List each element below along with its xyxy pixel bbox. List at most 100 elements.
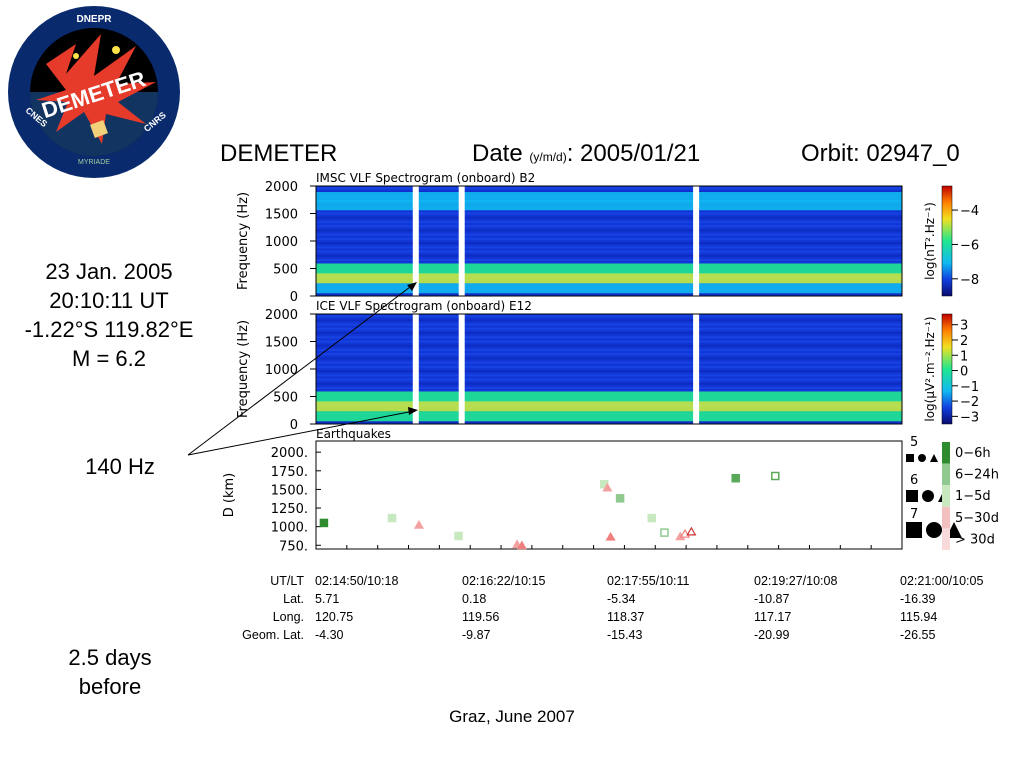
- spectrogram-title: ICE VLF Spectrogram (onboard) E12: [316, 299, 532, 313]
- demeter-mission-logo: DEMETER DNEPR CNES CNRS MYRIADE: [8, 6, 180, 178]
- magnitude-square-marker: [906, 454, 914, 462]
- spectrogram-texture: [316, 323, 902, 326]
- spectrogram-band: [316, 391, 902, 402]
- spectrogram-texture: [316, 340, 902, 343]
- earthquake-marker: [516, 540, 527, 550]
- svg-text:DNEPR: DNEPR: [76, 14, 112, 25]
- earthquake-marker: [454, 531, 463, 541]
- orbit-table-row-label: Lat.: [283, 592, 304, 606]
- spectrogram-texture: [316, 353, 902, 356]
- orbit-table-cell: 02:14:50/10:18: [315, 574, 399, 588]
- magnitude-square-marker: [906, 522, 922, 538]
- earthquake-marker: [647, 513, 657, 523]
- y-tick-label: 1000.: [271, 521, 308, 536]
- spectrogram-title: IMSC VLF Spectrogram (onboard) B2: [316, 171, 535, 185]
- colorbar-label: log(nT².Hz⁻¹): [923, 202, 937, 280]
- spectrogram-texture: [316, 382, 902, 385]
- earthquake-marker: [660, 528, 669, 537]
- colorbar-tick-label: −8: [960, 273, 979, 288]
- earthquake-marker: [602, 482, 613, 492]
- magnitude-legend-label: 6: [910, 473, 918, 488]
- satellite-icon: [90, 120, 108, 138]
- colorbar-tick-label: −2: [960, 395, 979, 410]
- spectrogram-texture: [316, 229, 902, 232]
- y-tick-label: 1500: [265, 208, 298, 223]
- spectrogram-band: [316, 200, 902, 211]
- spectrogram-texture: [316, 319, 902, 322]
- orbit-table-cell: -10.87: [754, 592, 790, 606]
- spectrogram-texture: [316, 246, 902, 249]
- y-tick-label: 0: [290, 290, 298, 305]
- spectrogram-texture: [316, 187, 902, 190]
- spectrogram-texture: [316, 420, 902, 423]
- orbit-table-cell: 115.94: [900, 610, 938, 624]
- orbit-header: Orbit: 02947_0: [801, 140, 960, 167]
- arrow-line-lower: [187, 410, 415, 456]
- orbit-table-cell: -26.55: [900, 628, 936, 642]
- colorbar-tick-label: −4: [960, 204, 979, 219]
- orbit-table-cell: -15.43: [607, 628, 643, 642]
- orbit-table-cell: 02:21:00/10:05: [900, 574, 984, 588]
- y-axis-label: Frequency (Hz): [236, 192, 251, 290]
- spectrogram-texture: [316, 225, 902, 228]
- spectrogram-band: [316, 263, 902, 274]
- spectrogram-texture: [316, 348, 902, 351]
- earthquake-marker: [686, 526, 697, 536]
- magnitude-legend-label: 5: [910, 435, 918, 450]
- time-legend-swatch: [942, 528, 950, 550]
- spectrogram-texture: [316, 332, 902, 335]
- orbit-table-cell: -5.34: [607, 592, 636, 606]
- date-header: Date (y/m/d): 2005/01/21: [472, 140, 701, 167]
- spectrogram-texture: [316, 250, 902, 253]
- orbit-table-row-label: Geom. Lat.: [242, 628, 304, 642]
- instrument-title: DEMETER: [220, 140, 338, 167]
- time-legend-swatch: [942, 463, 950, 486]
- frequency-annotation: 140 Hz: [85, 454, 155, 479]
- spectrogram-texture: [316, 220, 902, 223]
- scatter-title: Earthquakes: [316, 427, 391, 441]
- time-legend-swatch: [942, 442, 950, 464]
- footer-caption: Graz, June 2007: [449, 707, 575, 726]
- y-tick-label: 2000: [265, 180, 298, 195]
- data-gap: [693, 314, 700, 424]
- magnitude-circle-marker: [918, 454, 926, 462]
- orbit-table-cell: 5.71: [315, 592, 340, 606]
- colorbar-tick-label: 0: [960, 365, 968, 380]
- colorbar-tick-label: 1: [960, 349, 968, 364]
- earthquake-marker: [605, 531, 616, 541]
- earthquake-marker: [413, 519, 424, 529]
- spectrogram-texture: [316, 259, 902, 262]
- orbit-table-cell: 02:19:27/10:08: [754, 574, 838, 588]
- svg-text:MYRIADE: MYRIADE: [78, 159, 110, 166]
- y-tick-label: 1500.: [271, 483, 308, 498]
- spectrogram-band: [316, 273, 902, 284]
- magnitude-legend-label: 7: [910, 507, 918, 522]
- spectrogram-texture: [316, 365, 902, 368]
- y-tick-label: 2000: [265, 308, 298, 323]
- spectrogram-band: [316, 192, 902, 202]
- orbit-table-cell: 02:17:55/10:11: [607, 574, 690, 588]
- fire-burst-icon: [36, 34, 156, 144]
- earthquake-marker: [771, 471, 780, 481]
- colorbar-tick-label: −6: [960, 238, 979, 253]
- spectrogram-texture: [316, 242, 902, 245]
- earthquake-info: 23 Jan. 2005 20:10:11 UT -1.22°S 119.82°…: [24, 259, 194, 371]
- data-gap: [412, 314, 419, 424]
- data-gap: [412, 186, 419, 296]
- arrow-line-upper: [187, 283, 415, 456]
- spectrogram-texture: [316, 361, 902, 364]
- y-tick-label: 750.: [279, 539, 308, 554]
- y-axis-label: Frequency (Hz): [236, 320, 251, 418]
- data-gap: [693, 186, 700, 296]
- spectrogram-texture: [316, 336, 902, 339]
- earthquake-marker: [615, 494, 625, 503]
- spectrogram-texture: [316, 254, 902, 257]
- magnitude-triangle-marker: [930, 454, 938, 462]
- spectrogram-texture: [316, 378, 902, 381]
- spectrogram-band: [316, 401, 902, 412]
- days-before-label: 2.5 days before: [68, 645, 152, 699]
- y-tick-label: 2000.: [271, 446, 308, 461]
- scatter-frame: [315, 440, 903, 550]
- orbit-table-row: Long. 120.75 119.56 118.37 117.17 115.94: [200, 610, 1024, 628]
